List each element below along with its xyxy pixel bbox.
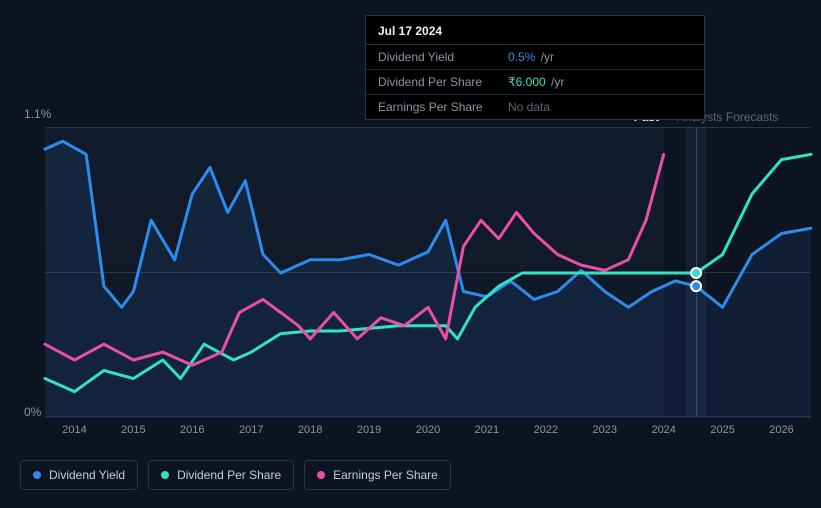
legend-item[interactable]: Dividend Yield [20, 460, 138, 490]
x-tick: 2025 [710, 424, 734, 436]
tooltip-row-label: Dividend Yield [378, 50, 508, 64]
x-tick: 2017 [239, 424, 263, 436]
x-tick: 2018 [298, 424, 322, 436]
x-tick: 2015 [121, 424, 145, 436]
tooltip-rows: Dividend Yield0.5% /yrDividend Per Share… [366, 45, 704, 119]
x-tick: 2024 [651, 424, 675, 436]
tooltip-row-value-wrap: No data [508, 100, 550, 114]
tooltip-row-label: Dividend Per Share [378, 75, 508, 89]
x-tick: 2016 [180, 424, 204, 436]
legend-label: Dividend Yield [49, 468, 125, 482]
plot-area[interactable]: Past Analysts Forecasts [45, 127, 811, 417]
y-tick-min: 0% [24, 405, 41, 419]
y-tick-max: 1.1% [24, 107, 51, 121]
tooltip-row: Dividend Yield0.5% /yr [366, 45, 704, 70]
tooltip-date: Jul 17 2024 [366, 16, 704, 45]
x-tick: 2020 [416, 424, 440, 436]
tooltip-row-value: ₹6.000 [508, 75, 546, 89]
tooltip-row-value-wrap: ₹6.000 /yr [508, 75, 564, 89]
legend-label: Dividend Per Share [177, 468, 281, 482]
tooltip-row-label: Earnings Per Share [378, 100, 508, 114]
tooltip-row: Earnings Per ShareNo data [366, 95, 704, 119]
chart-svg [45, 128, 811, 418]
chart: 1.1% 0% Past Analysts Forecasts 2014 2015… [20, 107, 811, 457]
tooltip-row: Dividend Per Share₹6.000 /yr [366, 70, 704, 95]
tooltip-row-value-wrap: 0.5% /yr [508, 50, 554, 64]
hover-tooltip: Jul 17 2024 Dividend Yield0.5% /yrDivide… [365, 15, 705, 120]
legend-dot [161, 471, 169, 479]
tooltip-row-value: 0.5% [508, 50, 535, 64]
x-tick: 2023 [593, 424, 617, 436]
legend-item[interactable]: Earnings Per Share [304, 460, 451, 490]
x-tick: 2026 [769, 424, 793, 436]
tooltip-row-unit: /yr [537, 50, 554, 64]
legend-dot [317, 471, 325, 479]
x-tick: 2014 [62, 424, 86, 436]
marker-dividend_yield [691, 281, 701, 291]
marker-dividend_per_share [691, 268, 701, 278]
x-axis: 2014 2015 2016 2017 2018 2019 2020 2021 2022 2023… [45, 424, 811, 444]
x-tick: 2019 [357, 424, 381, 436]
tooltip-row-value: No data [508, 100, 550, 114]
legend-item[interactable]: Dividend Per Share [148, 460, 294, 490]
legend-label: Earnings Per Share [333, 468, 438, 482]
tooltip-row-unit: /yr [548, 75, 565, 89]
x-tick: 2021 [475, 424, 499, 436]
x-tick: 2022 [534, 424, 558, 436]
series-fill-dividend_yield [45, 141, 811, 418]
legend-dot [33, 471, 41, 479]
legend: Dividend Yield Dividend Per Share Earnings… [20, 460, 451, 490]
